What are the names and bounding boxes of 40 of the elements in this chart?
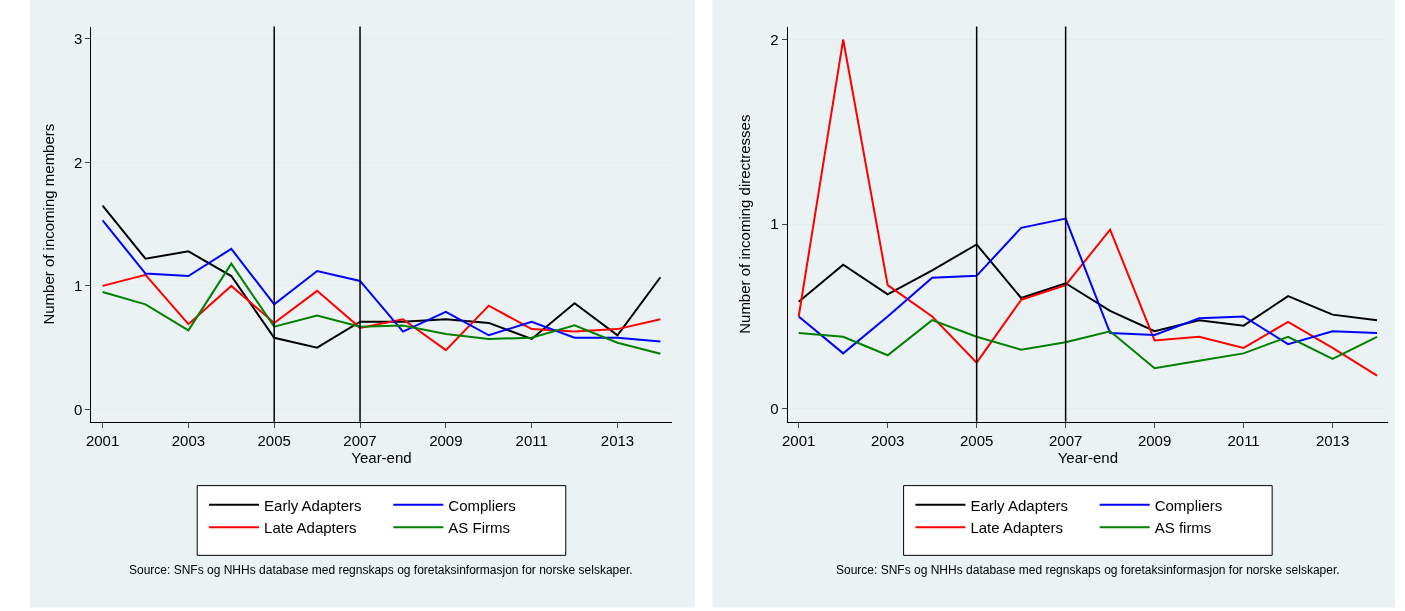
x-tick-label: 2013 [600, 431, 635, 449]
line-series [101, 262, 662, 355]
x-tick-label: 2005 [959, 431, 994, 449]
x-axis-title: Year-end [1057, 448, 1119, 466]
source-note: Source: SNFs og NHHs database med regnskaps og foretaksinformasjon for norske selskaper. [836, 563, 1340, 577]
line-series [797, 217, 1379, 355]
legend-label: AS firms [1154, 519, 1212, 537]
y-tick-label: 1 [770, 215, 779, 233]
legend-label: Compliers [448, 496, 516, 514]
legend-label: Early Adapters [264, 496, 362, 514]
y-tick-label: 0 [74, 400, 83, 418]
source-note: Source: SNFs og NHHs database med regnskaps og foretaksinformasjon for norske selskaper. [129, 563, 633, 577]
y-tick-label: 1 [74, 277, 83, 295]
y-axis-title: Number of incoming directresses [736, 114, 754, 334]
y-tick-label: 2 [770, 30, 779, 48]
legend-label: AS Firms [448, 519, 510, 537]
x-tick-label: 2011 [1227, 431, 1260, 449]
x-tick-label: 2001 [85, 431, 120, 449]
x-axis-title: Year-end [351, 448, 412, 466]
x-tick-label: 2003 [171, 431, 206, 449]
legend-label: Late Adapters [970, 519, 1063, 537]
y-tick-label: 3 [74, 30, 83, 48]
line-series [101, 273, 662, 352]
x-tick-label: 2005 [257, 431, 291, 449]
x-tick-label: 2011 [515, 431, 548, 449]
x-tick-label: 2009 [1137, 431, 1172, 449]
x-tick-label: 2007 [343, 431, 377, 449]
line-series [797, 319, 1379, 370]
legend-label: Early Adapters [970, 496, 1068, 514]
legend-label: Late Adapters [264, 519, 357, 537]
x-tick-label: 2013 [1315, 431, 1350, 449]
x-tick-label: 2001 [782, 431, 816, 449]
x-tick-label: 2009 [429, 431, 463, 449]
y-axis-title: Number of incoming members [40, 123, 58, 325]
y-tick-label: 2 [74, 153, 83, 171]
x-tick-label: 2007 [1048, 431, 1083, 449]
y-tick-label: 0 [770, 400, 779, 418]
x-tick-label: 2003 [870, 431, 905, 449]
line-series [797, 38, 1379, 377]
legend-label: Compliers [1154, 496, 1223, 514]
